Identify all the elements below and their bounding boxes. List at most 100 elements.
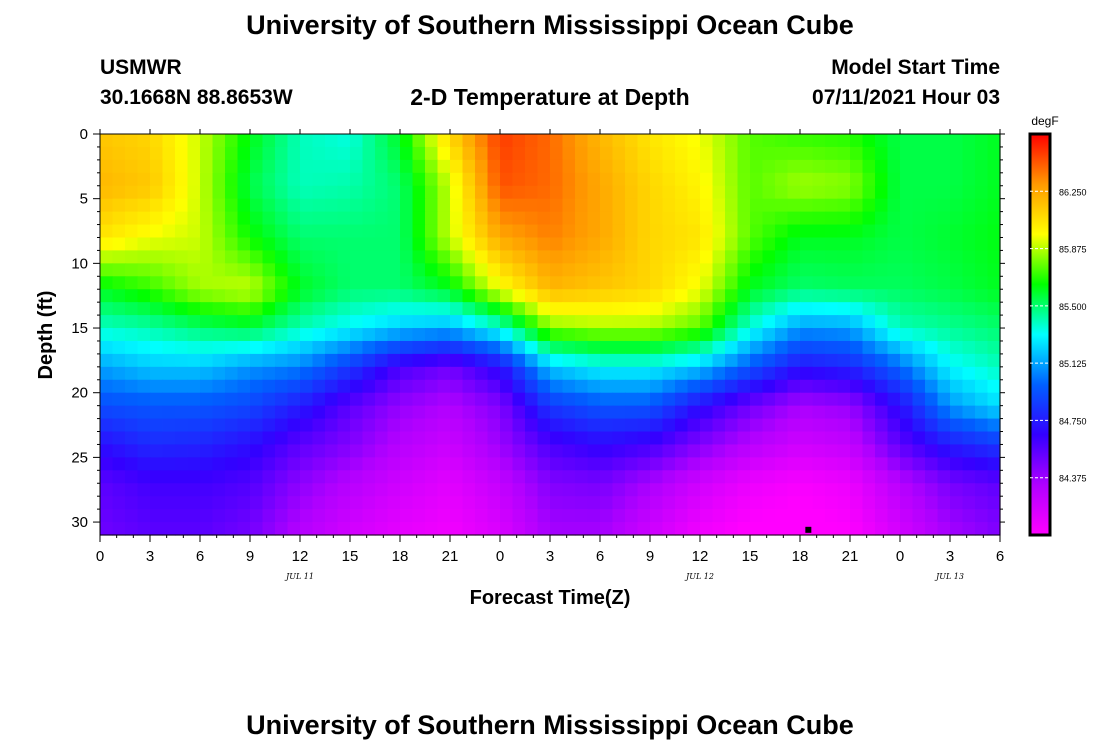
heatmap-cell — [225, 353, 239, 368]
heatmap-cell — [712, 289, 726, 303]
heatmap-cell — [562, 302, 576, 316]
heatmap-cell — [775, 224, 789, 239]
heatmap-cell — [700, 315, 714, 329]
heatmap-cell — [400, 353, 414, 368]
heatmap-cell — [462, 340, 476, 355]
heatmap-cell — [875, 289, 889, 303]
heatmap-cell — [550, 159, 564, 174]
heatmap-cell — [712, 353, 726, 368]
heatmap-cell — [450, 134, 464, 148]
heatmap-cell — [300, 405, 314, 420]
heatmap-cell — [362, 289, 376, 303]
heatmap-cell — [112, 328, 126, 342]
heatmap-cell — [987, 263, 1001, 277]
heatmap-cell — [737, 418, 751, 433]
x-tick-label: 3 — [546, 548, 554, 565]
heatmap-cell — [675, 185, 689, 200]
heatmap-cell — [700, 289, 714, 303]
heatmap-cell — [825, 276, 839, 290]
heatmap-cell — [987, 418, 1001, 433]
heatmap-cell — [925, 315, 939, 329]
heatmap-cell — [850, 483, 864, 497]
heatmap-cell — [350, 302, 364, 316]
heatmap-cell — [750, 263, 764, 277]
heatmap-cell — [525, 392, 539, 407]
heatmap-cell — [925, 328, 939, 342]
heatmap-cell — [475, 444, 489, 458]
heatmap-cell — [125, 134, 139, 148]
heatmap-cell — [337, 211, 351, 226]
heatmap-cell — [275, 289, 289, 303]
heatmap-cell — [287, 302, 301, 316]
heatmap-cell — [587, 353, 601, 368]
heatmap-cell — [100, 470, 114, 484]
heatmap-cell — [787, 289, 801, 303]
heatmap-cell — [637, 198, 651, 213]
heatmap-cell — [100, 483, 114, 497]
heatmap-cell — [575, 340, 589, 355]
heatmap-cell — [137, 237, 151, 252]
heatmap-cell — [375, 224, 389, 239]
heatmap-cell — [912, 315, 926, 329]
heatmap-cell — [837, 224, 851, 239]
heatmap-cell — [775, 328, 789, 342]
heatmap-cell — [137, 185, 151, 200]
heatmap-cell — [287, 198, 301, 213]
heatmap-cell — [462, 211, 476, 226]
heatmap-cell — [525, 457, 539, 471]
heatmap-cell — [612, 289, 626, 303]
heatmap-cell — [125, 198, 139, 213]
heatmap-cell — [712, 328, 726, 342]
heatmap-cell — [712, 509, 726, 523]
heatmap-cell — [412, 328, 426, 342]
heatmap-cell — [612, 302, 626, 316]
heatmap-cell — [625, 509, 639, 523]
heatmap-cell — [287, 250, 301, 264]
heatmap-cell — [637, 302, 651, 316]
heatmap-cell — [250, 172, 264, 187]
heatmap-cell — [312, 237, 326, 252]
heatmap-cell — [225, 366, 239, 381]
heatmap-cell — [587, 431, 601, 446]
heatmap-cell — [337, 483, 351, 497]
heatmap-cell — [750, 224, 764, 239]
heatmap-cell — [100, 431, 114, 446]
y-tick-label: 20 — [71, 385, 88, 402]
heatmap-cell — [912, 250, 926, 264]
heatmap-cell — [987, 470, 1001, 484]
heatmap-cell — [462, 224, 476, 239]
heatmap-cell — [825, 302, 839, 316]
heatmap-cell — [462, 276, 476, 290]
heatmap-cell — [275, 457, 289, 471]
heatmap-cell — [587, 496, 601, 510]
heatmap-cell — [162, 237, 176, 252]
heatmap-cell — [650, 457, 664, 471]
heatmap-cell — [200, 496, 214, 510]
heatmap-cell — [300, 366, 314, 381]
heatmap-cell — [100, 379, 114, 394]
heatmap-cell — [100, 315, 114, 329]
heatmap-cell — [475, 237, 489, 252]
heatmap-cell — [900, 250, 914, 264]
heatmap-cell — [750, 302, 764, 316]
heatmap-cell — [400, 379, 414, 394]
heatmap-cell — [975, 431, 989, 446]
heatmap-cell — [475, 224, 489, 239]
heatmap-cell — [587, 457, 601, 471]
heatmap-cell — [725, 483, 739, 497]
heatmap-cell — [550, 185, 564, 200]
heatmap-cell — [500, 431, 514, 446]
heatmap-cell — [600, 470, 614, 484]
heatmap-cell — [725, 146, 739, 161]
heatmap-cell — [512, 444, 526, 458]
heatmap-cell — [375, 237, 389, 252]
heatmap-cell — [912, 276, 926, 290]
heatmap-cell — [825, 250, 839, 264]
heatmap-cell — [750, 522, 764, 536]
heatmap-cell — [687, 276, 701, 290]
heatmap-cell — [450, 353, 464, 368]
heatmap-cell — [500, 457, 514, 471]
heatmap-cell — [487, 172, 501, 187]
heatmap-cell — [912, 366, 926, 381]
heatmap-cell — [100, 276, 114, 290]
